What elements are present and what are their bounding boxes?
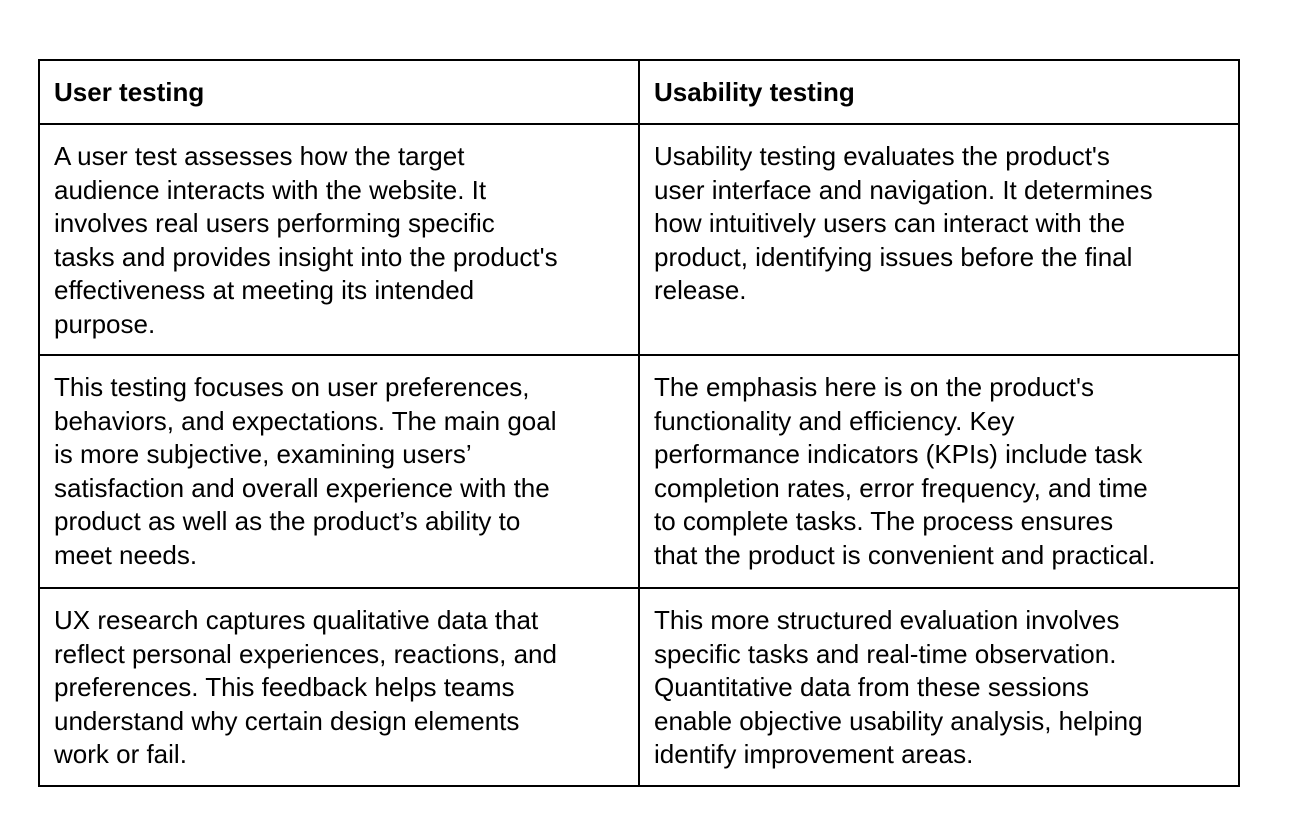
cell-text-line: meet needs. xyxy=(54,539,198,570)
cell-text-line: functionality and efficiency. Key xyxy=(654,405,1015,436)
cell-text-line: is more subjective, examining users’ xyxy=(54,439,472,470)
cell-text-line: effectiveness at meeting its intended xyxy=(54,275,475,306)
cell-text-line: tasks and provides insight into the prod… xyxy=(54,241,558,272)
cell-text-line: product as well as the product’s ability… xyxy=(54,506,521,537)
cell-text-line: behaviors, and expectations. The main go… xyxy=(54,405,557,436)
cell-text-line: preferences. This feedback helps teams xyxy=(54,672,515,703)
cell-text-line: that the product is convenient and pract… xyxy=(654,539,1156,570)
cell-text-line: Usability testing evaluates the product'… xyxy=(654,141,1110,171)
cell-text-line: audience interacts with the website. It xyxy=(54,174,487,205)
table-row: UX research captures qualitative data th… xyxy=(38,587,1240,787)
cell-text-line: reflect personal experiences, reactions,… xyxy=(54,638,557,669)
cell-text-line: identify improvement areas. xyxy=(654,739,974,770)
cell-text-line: completion rates, error frequency, and t… xyxy=(654,472,1148,503)
cell-text-line: understand why certain design elements xyxy=(54,705,520,736)
cell-text-line: purpose. xyxy=(54,308,156,339)
header-usability-testing: Usability testing xyxy=(638,59,1240,125)
cell-text-line: The emphasis here is on the product's xyxy=(654,372,1094,402)
cell-text-line: how intuitively users can interact with … xyxy=(654,208,1126,239)
cell-text-line: A user test assesses how the target xyxy=(54,141,465,171)
cell-text-line: release. xyxy=(654,275,747,306)
cell-text-line: enable objective usability analysis, hel… xyxy=(654,705,1143,736)
cell-text-line: satisfaction and overall experience with… xyxy=(54,472,550,503)
cell-usability-testing: This more structured evaluation involves… xyxy=(638,587,1240,787)
cell-text-line: This more structured evaluation involves xyxy=(654,605,1120,635)
cell-user-testing: This testing focuses on user preferences… xyxy=(38,354,640,589)
header-user-testing: User testing xyxy=(38,59,640,125)
cell-text-line: performance indicators (KPIs) include ta… xyxy=(654,439,1143,470)
cell-usability-testing: The emphasis here is on the product's fun… xyxy=(638,354,1240,589)
cell-text-line: UX research captures qualitative data th… xyxy=(54,605,539,635)
cell-usability-testing: Usability testing evaluates the product'… xyxy=(638,123,1240,356)
comparison-table: User testing Usability testing A user te… xyxy=(38,59,1240,787)
cell-text-line: involves real users performing specific xyxy=(54,208,495,239)
table-row: This testing focuses on user preferences… xyxy=(38,354,1240,589)
cell-text-line: Quantitative data from these sessions xyxy=(654,672,1090,703)
table-row: A user test assesses how the target audie… xyxy=(38,123,1240,356)
cell-text-line: specific tasks and real-time observation… xyxy=(654,638,1117,669)
cell-text-line: to complete tasks. The process ensures xyxy=(654,506,1114,537)
header-row: User testing Usability testing xyxy=(38,59,1240,125)
cell-user-testing: A user test assesses how the target audie… xyxy=(38,123,640,356)
cell-text-line: user interface and navigation. It determ… xyxy=(654,174,1153,205)
cell-user-testing: UX research captures qualitative data th… xyxy=(38,587,640,787)
cell-text-line: This testing focuses on user preferences… xyxy=(54,372,530,402)
cell-text-line: product, identifying issues before the f… xyxy=(654,241,1133,272)
cell-text-line: work or fail. xyxy=(54,739,187,770)
